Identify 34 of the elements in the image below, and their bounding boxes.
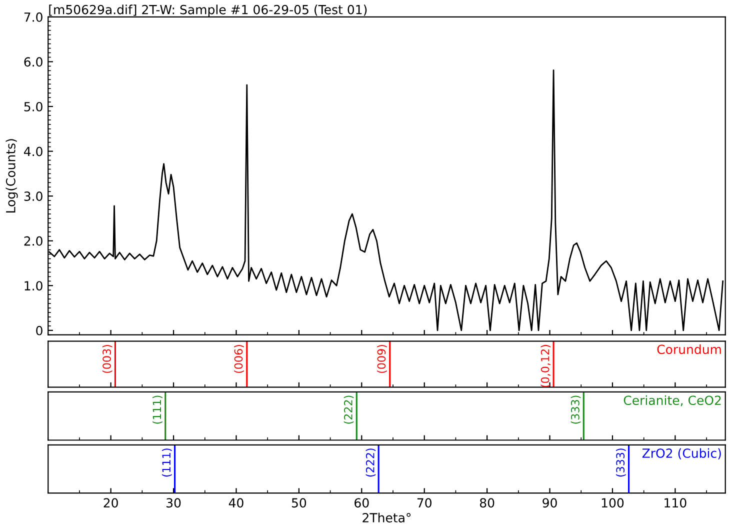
y-tick-label: 2.0 bbox=[24, 236, 42, 246]
x-axis-title: 2Theta° bbox=[362, 512, 411, 522]
text: Cerianite, CeO2 bbox=[624, 395, 721, 406]
y-tick-label: 0 bbox=[36, 326, 42, 336]
annotation: (006) bbox=[234, 344, 244, 373]
x-tick-label: 20 bbox=[104, 498, 118, 508]
x-tick-label: 100 bbox=[602, 498, 624, 508]
x-tick-label: 30 bbox=[166, 498, 181, 508]
text: Corundum bbox=[657, 344, 721, 354]
y-tick-label: 6.0 bbox=[24, 57, 42, 67]
x-tick-label: 60 bbox=[354, 498, 369, 508]
annotation: (0,0,12) bbox=[540, 344, 551, 388]
x-tick-label: 40 bbox=[228, 498, 244, 508]
annotation: (333) bbox=[616, 448, 626, 477]
y-tick-label: 4.0 bbox=[24, 146, 42, 156]
y-axis-title: Log(Counts) bbox=[6, 139, 18, 213]
annotation: (222) bbox=[366, 448, 376, 477]
annotation: (111) bbox=[152, 396, 162, 424]
annotation: (222) bbox=[344, 396, 354, 424]
y-tick-label: 7.0 bbox=[24, 12, 42, 22]
y-tick-label: 1.0 bbox=[24, 281, 42, 291]
x-tick-label: 90 bbox=[542, 498, 557, 508]
x-tick-label: 80 bbox=[480, 498, 494, 508]
series-label: ZrO2 (Cubic) bbox=[642, 448, 721, 460]
annotation: (003) bbox=[102, 344, 112, 373]
chart-title: [m50629a.dif] 2T-W: Sample #1 06-29-05 (Test 01) bbox=[49, 4, 367, 17]
x-tick-label: 50 bbox=[292, 498, 306, 508]
x-tick-label: 110 bbox=[664, 498, 686, 508]
y-tick-label: 5.0 bbox=[24, 102, 42, 112]
x-tick-label: 70 bbox=[417, 498, 432, 508]
annotation: (333) bbox=[570, 396, 581, 424]
y-tick-label: 3.0 bbox=[24, 192, 42, 201]
annotation: (009) bbox=[377, 344, 387, 373]
annotation: (111) bbox=[162, 448, 172, 477]
